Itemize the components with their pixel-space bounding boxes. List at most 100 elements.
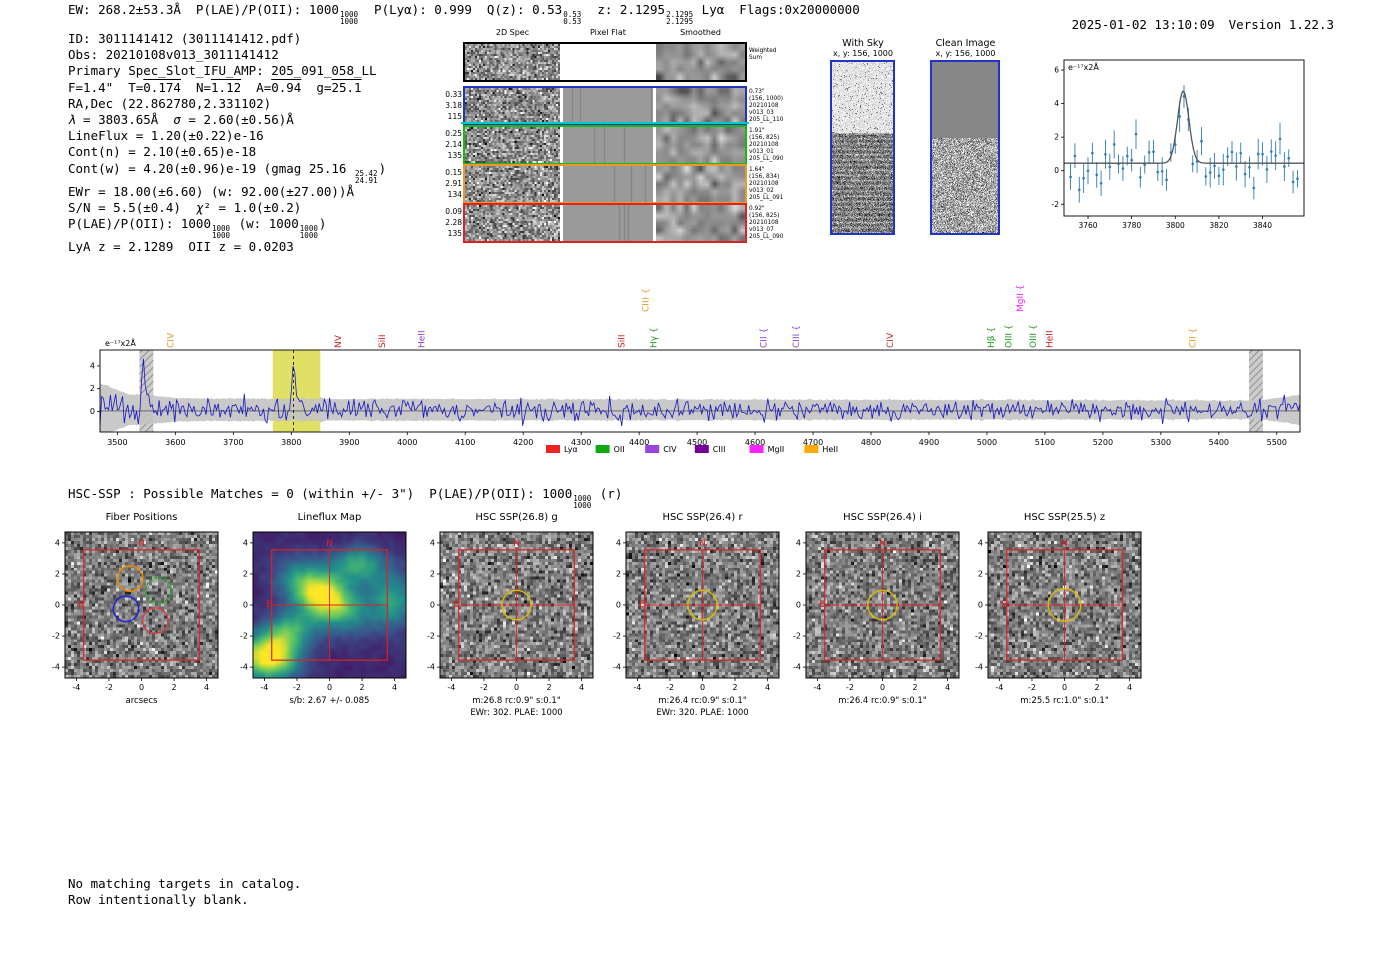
- compass-east-label: E: [639, 600, 645, 610]
- text-segment: (w: 1000: [231, 216, 299, 232]
- cutout-y-tick-label: 0: [978, 601, 983, 610]
- cutout-xlabel: m:25.5 rc:1.0" s:0.1": [1020, 696, 1109, 706]
- info-line: Obs: 20210108v013_3011141412: [68, 47, 386, 63]
- extraction-region-square: [83, 549, 200, 661]
- info-line: S/N = 5.5(±0.4) χ² = 1.0(±0.2): [68, 200, 386, 216]
- compass-north-label: N: [138, 539, 145, 549]
- spectrum-x-tick-label: 4100: [455, 438, 475, 447]
- cutout-x-tick-label: 0: [880, 683, 885, 692]
- cutout-xlabel: m:26.8 rc:0.9" s:0.1": [472, 696, 561, 706]
- linefit-y-tick-label: -2: [1052, 200, 1060, 209]
- line-fit-plot: -2 0 2 4 6 3760 3780 3800 3820 3840 e⁻¹⁷x2Å: [1036, 50, 1310, 235]
- with-sky-frame: [830, 60, 895, 235]
- fit-data-points: [1069, 84, 1299, 203]
- compass-north-label: N: [1061, 539, 1068, 549]
- spectrum-x-tick-label: 4700: [803, 438, 823, 447]
- text-segment: ): [378, 160, 387, 176]
- clean-image-frame: [930, 60, 1000, 235]
- text-segment: EW: 268.2±53.3Å P(LAE)/P(OII): 1000: [68, 2, 339, 17]
- cutout-x-tick-label: 4: [1127, 683, 1132, 692]
- info-line: ID: 3011141412 (3011141412.pdf): [68, 31, 386, 47]
- stacked-fraction: 0.53 0.53: [563, 11, 582, 26]
- emission-line-label: SiII: [378, 334, 388, 348]
- line-fit-svg: -2 0 2 4 6 3760 3780 3800 3820 3840 e⁻¹⁷x2Å: [1052, 59, 1305, 230]
- cutout-x-tick-label: 0: [1062, 683, 1067, 692]
- cutout-axis-ticks: -4 -4 -2 -2 0 0 2 2 4 4: [427, 538, 584, 692]
- cutout-xlabel: m:26.4 rc:0.9" s:0.1": [658, 696, 747, 706]
- legend-label: CIV: [663, 445, 677, 454]
- text-segment: = 3803.65Å: [75, 112, 174, 128]
- fiber-pixelflat-image: [563, 127, 653, 163]
- math-symbol: λ: [68, 112, 76, 128]
- emission-line-label: Hβ {: [987, 327, 997, 348]
- cutout-y-tick-label: -4: [793, 663, 801, 672]
- fiber-2dspec-image: [465, 205, 560, 241]
- fraction-bottom: 1000: [299, 231, 318, 241]
- cutout-panel-title: Fiber Positions: [106, 512, 178, 523]
- spectrum-x-tick-label: 5400: [1209, 438, 1229, 447]
- stacked-fraction: 1000 1000: [573, 495, 591, 510]
- aperture-circle: [501, 589, 532, 621]
- text-segment: Lyα Flags:0x20000000: [694, 2, 860, 17]
- text-segment: S/N = 5.5(±0.4): [68, 199, 196, 215]
- info-line: LyA z = 2.1289 OII z = 0.0203: [68, 239, 386, 255]
- gaussian-fit-curve: [1064, 90, 1304, 164]
- cutout-y-tick-label: -2: [52, 632, 60, 641]
- legend-label: OII: [614, 445, 625, 454]
- cutout-panel-overlay: Lineflux Map -4 -4 -2 -2 0 0 2 2 4 4 N Es/b: 2.67 +/…: [240, 512, 407, 706]
- weighted-2dspec-image: [465, 44, 560, 80]
- linefit-axis-ticks: -2 0 2 4 6 3760 3780 3800 3820 3840: [1052, 66, 1273, 230]
- compass-north-label: N: [699, 539, 706, 549]
- clean-image-coords: x, y: 156, 1000: [935, 49, 996, 58]
- fiber-smoothed-image: [656, 127, 745, 163]
- spectrum-legend: Lyα OII CIV CIII MgII HeII: [546, 445, 838, 454]
- spectrum-error-band: [100, 383, 1300, 432]
- full-spectrum-plot: 3500 3600 3700 3800 3900 4000 4100 4200 4300 4400…: [60, 262, 1350, 467]
- cutout-x-tick-label: 4: [392, 683, 397, 692]
- cutout-y-tick-label: -2: [613, 632, 621, 641]
- cutout-panel-title: HSC SSP(26.8) g: [475, 512, 557, 523]
- text-segment: LineFlux = 1.20(±0.22)e-16: [68, 128, 264, 144]
- spectrum-y-tick-label: 4: [90, 361, 95, 370]
- legend-label: Lyα: [564, 445, 578, 454]
- emission-line-label: HeII: [1046, 330, 1056, 348]
- cutout-x-tick-label: 4: [204, 683, 209, 692]
- spectrum-units-label: e⁻¹⁷x2Å: [105, 337, 136, 348]
- spectrum-x-tick-label: 4900: [919, 438, 939, 447]
- spectrum-x-tick-label: 3900: [339, 438, 359, 447]
- cutout-x-tick-label: 4: [945, 683, 950, 692]
- compass-east-label: E: [453, 600, 459, 610]
- fraction-top: 1000: [299, 224, 318, 234]
- legend-label: MgII: [768, 445, 785, 454]
- cutout-x-tick-label: -2: [1028, 683, 1036, 692]
- with-sky-coords: x, y: 156, 1000: [833, 49, 893, 58]
- fraction-bottom: 0.53: [563, 17, 582, 26]
- text-segment: EWr = 18.00(±6.60) (w: 92.00(±27.00))Å: [68, 183, 354, 199]
- fiber-positions-image: [65, 532, 218, 678]
- linefit-y-tick-label: 0: [1054, 166, 1059, 175]
- text-segment: LyA z = 2.1289 OII z = 0.0203: [68, 239, 294, 255]
- compass-east-label: E: [78, 600, 84, 610]
- emission-line-labels: CIV NV SiII HeII SiII Hγ {CII) {CII {CIII {CI…: [167, 285, 1199, 348]
- emission-line-label: CII {: [760, 328, 770, 348]
- compass-east-label: E: [1001, 600, 1007, 610]
- compass-north-label: N: [879, 539, 886, 549]
- overline-value: 1.12: [211, 79, 242, 95]
- spec2d-row-weights: 0.09 2.28 135: [445, 207, 462, 238]
- spectrum-x-tick-label: 4600: [745, 438, 765, 447]
- linefit-y-tick-label: 4: [1054, 99, 1059, 108]
- legend-label: HeII: [822, 445, 838, 454]
- text-segment: Cont(w) = 4.20(±0.96)e-19 (gmag 25.16: [68, 160, 354, 176]
- cutout-panel-title: HSC SSP(26.4) i: [843, 512, 922, 523]
- spectrum-x-tick-label: 5500: [1267, 438, 1287, 447]
- cutout-y-tick-label: 0: [55, 601, 60, 610]
- spectrum-x-tick-label: 4800: [861, 438, 881, 447]
- cutout-axis-ticks: -4 -4 -2 -2 0 0 2 2 4 4: [793, 538, 950, 692]
- text-segment: z: 2.1295: [582, 2, 666, 17]
- text-segment: (r): [592, 486, 623, 501]
- cutout-y-tick-label: -2: [240, 632, 248, 641]
